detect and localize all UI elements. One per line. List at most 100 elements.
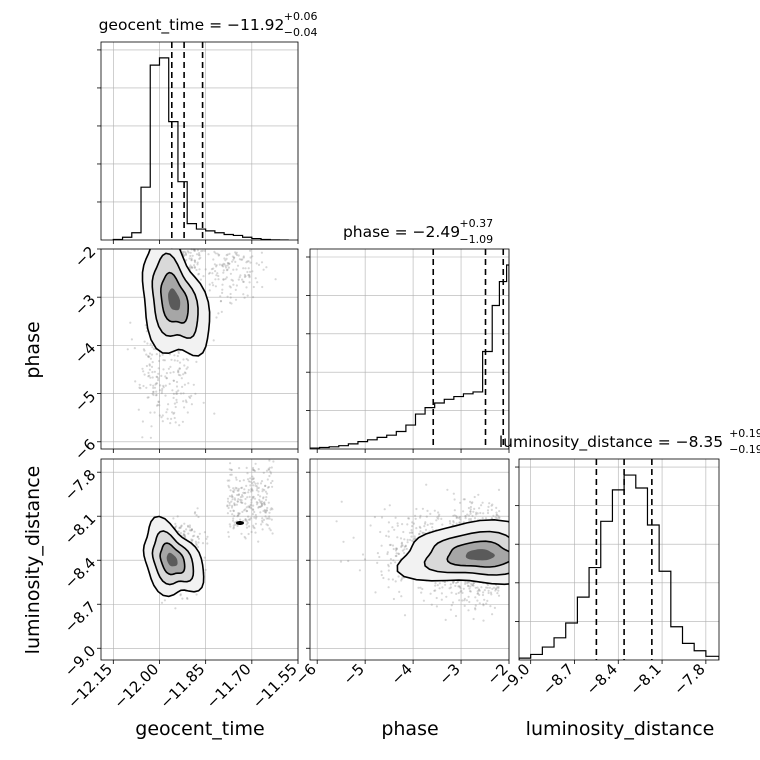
scatter-point bbox=[183, 534, 186, 537]
scatter-point bbox=[237, 493, 240, 497]
scatter-point bbox=[147, 355, 150, 359]
scatter-point bbox=[196, 263, 199, 266]
scatter-point bbox=[251, 482, 254, 485]
scatter-point bbox=[477, 589, 480, 592]
scatter-point bbox=[445, 595, 448, 598]
scatter-point bbox=[482, 512, 485, 515]
scatter-point bbox=[237, 512, 241, 515]
scatter-point bbox=[473, 517, 477, 520]
scatter-point bbox=[469, 510, 472, 513]
scatter-point bbox=[242, 280, 245, 283]
scatter-point bbox=[253, 510, 256, 514]
scatter-point bbox=[179, 531, 183, 535]
scatter-point bbox=[482, 619, 485, 622]
scatter-point bbox=[264, 490, 267, 493]
scatter-point bbox=[265, 496, 268, 499]
scatter-point bbox=[452, 514, 455, 517]
scatter-point bbox=[232, 524, 235, 527]
scatter-point bbox=[148, 364, 151, 367]
scatter-point bbox=[248, 276, 251, 279]
scatter-point bbox=[206, 542, 209, 545]
scatter-point bbox=[467, 514, 471, 517]
scatter-point bbox=[262, 497, 265, 500]
scatter-point bbox=[193, 249, 196, 252]
scatter-point bbox=[224, 259, 227, 262]
scatter-point bbox=[466, 582, 469, 585]
scatter-point bbox=[137, 408, 140, 411]
scatter-point bbox=[411, 539, 414, 542]
scatter-point bbox=[268, 527, 271, 530]
scatter-point bbox=[489, 591, 493, 594]
scatter-point bbox=[476, 586, 479, 589]
scatter-point bbox=[239, 274, 242, 277]
scatter-point bbox=[169, 422, 172, 425]
scatter-point bbox=[491, 503, 494, 506]
scatter-point bbox=[176, 515, 179, 518]
scatter-point bbox=[190, 257, 193, 260]
scatter-point bbox=[242, 519, 245, 523]
scatter-point bbox=[387, 569, 390, 572]
scatter-point bbox=[182, 530, 185, 533]
scatter-point bbox=[257, 468, 260, 471]
scatter-point bbox=[267, 468, 270, 471]
scatter-point bbox=[233, 488, 236, 491]
scatter-point bbox=[249, 477, 252, 480]
scatter-point bbox=[376, 561, 379, 565]
scatter-point bbox=[203, 531, 206, 534]
scatter-point bbox=[459, 501, 462, 504]
scatter-point bbox=[474, 608, 477, 611]
scatter-point bbox=[176, 354, 179, 358]
scatter-point bbox=[226, 268, 229, 271]
scatter-point bbox=[139, 387, 142, 390]
scatter-point bbox=[172, 379, 175, 382]
y-tick-label: −7.8 bbox=[61, 466, 99, 504]
scatter-point bbox=[210, 268, 213, 271]
scatter-point bbox=[471, 584, 474, 587]
scatter-point bbox=[269, 529, 272, 532]
scatter-point bbox=[487, 505, 490, 508]
scatter-point bbox=[240, 486, 244, 489]
scatter-point bbox=[436, 516, 439, 519]
scatter-point bbox=[182, 400, 185, 403]
x-axis-label-phase: phase bbox=[381, 718, 438, 740]
scatter-point bbox=[193, 530, 196, 533]
scatter-point bbox=[244, 537, 247, 540]
scatter-point bbox=[241, 258, 244, 261]
scatter-point bbox=[186, 250, 189, 253]
scatter-point bbox=[244, 491, 247, 494]
scatter-point bbox=[194, 511, 197, 514]
scatter-point bbox=[469, 517, 472, 521]
scatter-point bbox=[184, 253, 188, 257]
scatter-point bbox=[395, 547, 398, 550]
scatter-point bbox=[260, 261, 264, 264]
scatter-point bbox=[391, 578, 394, 581]
scatter-point bbox=[254, 531, 257, 534]
scatter-point bbox=[234, 498, 237, 501]
scatter-point bbox=[148, 363, 151, 366]
scatter-point bbox=[403, 548, 406, 551]
scatter-point bbox=[404, 545, 407, 548]
scatter-point bbox=[232, 487, 235, 490]
scatter-point bbox=[213, 263, 216, 266]
scatter-point bbox=[400, 541, 404, 544]
scatter-point bbox=[215, 265, 218, 268]
scatter-point bbox=[207, 253, 210, 256]
scatter-point bbox=[196, 507, 199, 510]
scatter-point bbox=[446, 488, 449, 491]
scatter-point bbox=[138, 383, 141, 386]
scatter-point bbox=[250, 530, 253, 534]
scatter-point bbox=[143, 373, 146, 376]
scatter-point bbox=[246, 521, 249, 525]
scatter-point bbox=[172, 396, 175, 399]
scatter-point bbox=[452, 520, 455, 523]
y-tick-label: −2 bbox=[71, 243, 99, 271]
scatter-point bbox=[234, 260, 237, 263]
scatter-point bbox=[431, 526, 434, 529]
scatter-point bbox=[241, 278, 244, 281]
scatter-point bbox=[246, 260, 249, 263]
geocent_time-hist-title-sub: −0.04 bbox=[284, 26, 318, 39]
scatter-point bbox=[231, 260, 234, 263]
scatter-point bbox=[178, 527, 181, 530]
y-tick-label: −4 bbox=[71, 339, 99, 367]
scatter-point bbox=[380, 516, 384, 519]
